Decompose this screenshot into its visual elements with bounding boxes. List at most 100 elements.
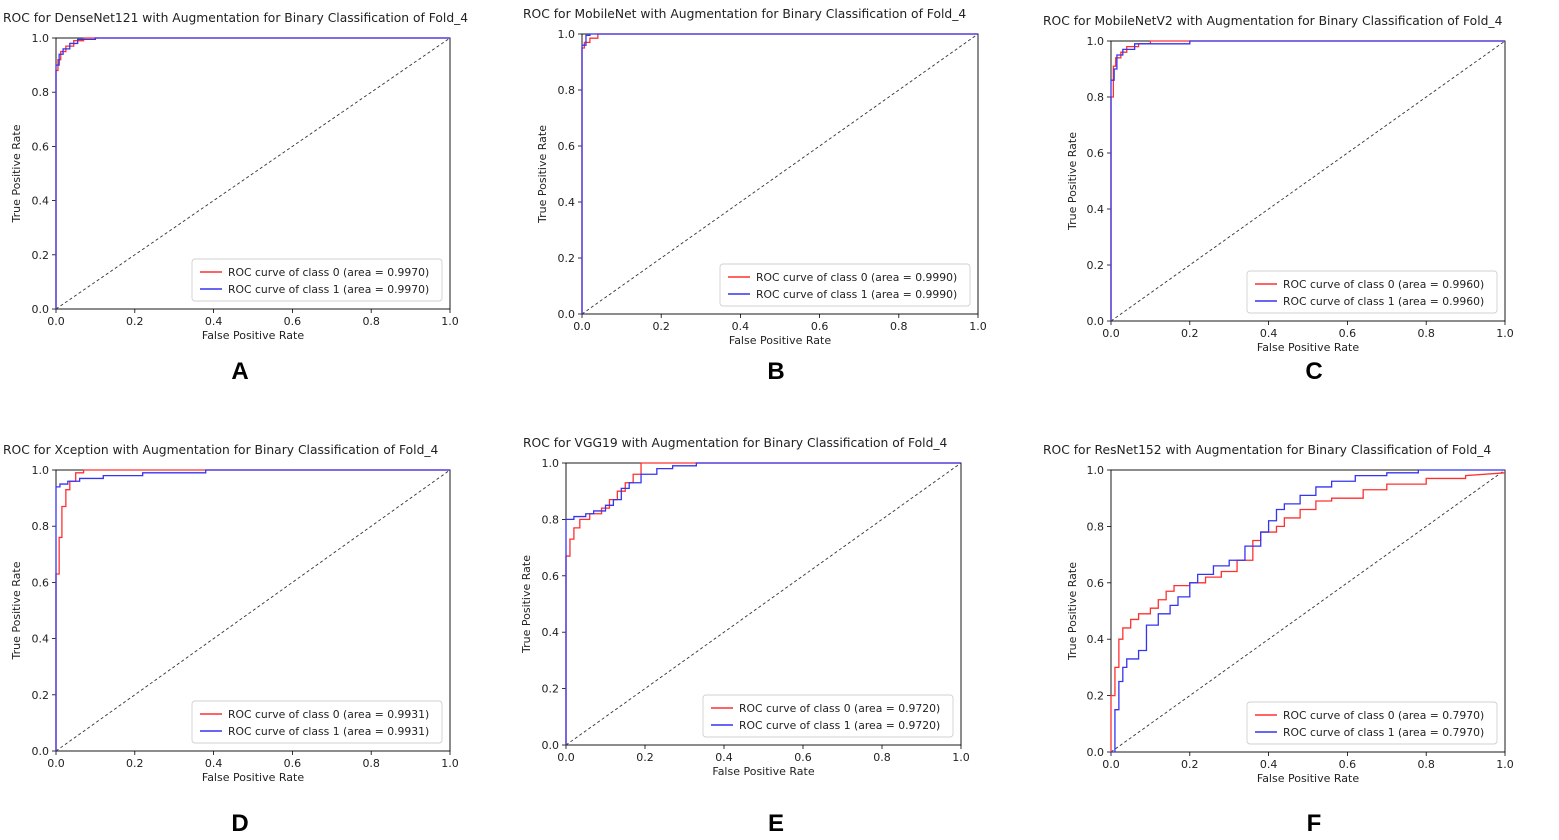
panel-label-e: E xyxy=(767,810,784,837)
x-tick-label: 1.0 xyxy=(441,757,459,770)
roc-curve-class-0-d xyxy=(55,469,450,751)
roc-curve-class-1-c xyxy=(1110,40,1505,321)
legend-box xyxy=(1246,701,1498,745)
y-tick-label: 0.0 xyxy=(1087,315,1105,328)
legend-b: ROC curve of class 0 (area = 0.9990) ROC … xyxy=(719,263,971,307)
y-tick-label: 0.8 xyxy=(1087,520,1105,533)
y-tick-label: 1.0 xyxy=(32,464,50,477)
diagonal-reference-line-c xyxy=(1110,40,1506,322)
y-tick-label: 1.0 xyxy=(1087,464,1105,477)
roc-curve-class-1-f xyxy=(1111,469,1505,753)
x-tick-label: 0.8 xyxy=(1417,758,1435,771)
y-tick-label: 0.4 xyxy=(1087,633,1105,646)
x-tick-label: 0.2 xyxy=(652,320,670,333)
x-tick-label: 0.8 xyxy=(362,315,380,328)
y-tick-label: 0.6 xyxy=(1087,577,1105,590)
legend-c: ROC curve of class 0 (area = 0.9960) ROC … xyxy=(1246,270,1498,314)
chart-title-c: ROC for MobileNetV2 with Augmentation fo… xyxy=(1043,14,1503,28)
x-tick-label: 0.2 xyxy=(126,757,144,770)
roc-curve-class-0-b xyxy=(581,33,978,314)
panel-label-b: B xyxy=(767,358,785,385)
roc-curve-class-0-e xyxy=(565,462,961,745)
x-axis-label-d: False Positive Rate xyxy=(202,771,304,784)
y-tick-label: 0.2 xyxy=(558,252,576,265)
legend-entry-class-0: ROC curve of class 0 (area = 0.9990) xyxy=(756,271,957,284)
y-tick-label: 0.2 xyxy=(1087,259,1105,272)
y-tick-label: 0.2 xyxy=(542,683,560,696)
x-axis-label-e: False Positive Rate xyxy=(712,765,814,778)
y-tick-label: 1.0 xyxy=(1087,35,1105,48)
legend-box xyxy=(191,258,443,302)
y-tick-label: 0.8 xyxy=(32,520,50,533)
diagonal-reference-line-b xyxy=(581,33,979,315)
diagonal-reference-line-d xyxy=(55,469,451,752)
y-tick-label: 0.2 xyxy=(32,249,50,262)
chart-panel-d: ROC for Xception with Augmentation for B… xyxy=(0,425,520,840)
y-tick-label: 0.6 xyxy=(558,140,576,153)
y-tick-label: 0.6 xyxy=(32,576,50,589)
diagonal-reference-line-e xyxy=(565,462,962,746)
legend-entry-class-0: ROC curve of class 0 (area = 0.9960) xyxy=(1283,278,1484,291)
chart-title-d: ROC for Xception with Augmentation for B… xyxy=(3,443,439,457)
y-axis-label-c: True Positive Rate xyxy=(1066,132,1079,231)
legend-entry-class-1: ROC curve of class 1 (area = 0.9720) xyxy=(739,719,940,732)
x-tick-label: 1.0 xyxy=(969,320,987,333)
y-tick-label: 0.2 xyxy=(32,689,50,702)
roc-chart-f: ROC for ResNet152 with Augmentation for … xyxy=(1043,443,1514,785)
legend-entry-class-1: ROC curve of class 1 (area = 0.9960) xyxy=(1283,295,1484,308)
panel-label-c: C xyxy=(1305,358,1323,385)
x-tick-label: 0.4 xyxy=(205,315,223,328)
x-tick-label: 0.2 xyxy=(126,315,144,328)
x-tick-label: 0.0 xyxy=(47,315,65,328)
y-axis-label-d: True Positive Rate xyxy=(10,561,23,660)
x-tick-label: 0.8 xyxy=(362,757,380,770)
x-tick-label: 0.0 xyxy=(1102,758,1120,771)
x-tick-label: 1.0 xyxy=(1496,758,1514,771)
y-tick-label: 0.4 xyxy=(32,633,50,646)
y-tick-label: 0.6 xyxy=(32,140,50,153)
x-tick-label: 0.6 xyxy=(284,315,302,328)
x-tick-label: 0.2 xyxy=(636,751,654,764)
x-tick-label: 0.4 xyxy=(715,751,733,764)
x-tick-label: 0.0 xyxy=(1102,327,1120,340)
roc-curve-class-0-f xyxy=(1110,472,1506,752)
x-tick-label: 0.8 xyxy=(890,320,908,333)
y-tick-label: 0.6 xyxy=(542,570,560,583)
diagonal-reference-line-f xyxy=(1110,469,1506,753)
x-axis-label-c: False Positive Rate xyxy=(1257,341,1359,354)
chart-panel-e: ROC for VGG19 with Augmentation for Bina… xyxy=(520,425,1040,840)
panel-label-d: D xyxy=(231,810,249,837)
legend-entry-class-0: ROC curve of class 0 (area = 0.9720) xyxy=(739,702,940,715)
roc-chart-a: ROC for DenseNet121 with Augmentation fo… xyxy=(3,11,468,342)
x-axis-label-a: False Positive Rate xyxy=(202,329,304,342)
x-tick-label: 0.0 xyxy=(557,751,575,764)
legend-entry-class-0: ROC curve of class 0 (area = 0.7970) xyxy=(1283,709,1484,722)
x-tick-label: 0.6 xyxy=(1339,327,1357,340)
x-tick-label: 0.8 xyxy=(1417,327,1435,340)
y-tick-label: 0.8 xyxy=(1087,91,1105,104)
legend-e: ROC curve of class 0 (area = 0.9720) ROC … xyxy=(702,694,954,738)
x-tick-label: 0.6 xyxy=(794,751,812,764)
roc-curve-class-1-a xyxy=(55,37,450,309)
y-axis-label-e: True Positive Rate xyxy=(520,555,533,654)
y-axis-label-b: True Positive Rate xyxy=(536,125,549,224)
legend-f: ROC curve of class 0 (area = 0.7970) ROC … xyxy=(1246,701,1498,745)
roc-chart-c: ROC for MobileNetV2 with Augmentation fo… xyxy=(1043,14,1514,354)
x-tick-label: 0.4 xyxy=(1260,327,1278,340)
y-tick-label: 1.0 xyxy=(558,28,576,41)
x-axis-label-f: False Positive Rate xyxy=(1257,772,1359,785)
chart-panel-b: ROC for MobileNet with Augmentation for … xyxy=(520,0,1040,410)
y-tick-label: 0.4 xyxy=(558,196,576,209)
x-tick-label: 1.0 xyxy=(441,315,459,328)
legend-entry-class-1: ROC curve of class 1 (area = 0.9990) xyxy=(756,288,957,301)
y-tick-label: 0.6 xyxy=(1087,147,1105,160)
roc-curve-class-1-e xyxy=(565,462,961,745)
x-tick-label: 1.0 xyxy=(1496,327,1514,340)
roc-chart-b: ROC for MobileNet with Augmentation for … xyxy=(523,7,987,347)
y-tick-label: 0.8 xyxy=(542,513,560,526)
x-tick-label: 0.6 xyxy=(284,757,302,770)
x-tick-label: 0.6 xyxy=(1339,758,1357,771)
legend-box xyxy=(1246,270,1498,314)
y-tick-label: 0.0 xyxy=(558,308,576,321)
legend-d: ROC curve of class 0 (area = 0.9931) ROC … xyxy=(191,700,443,744)
